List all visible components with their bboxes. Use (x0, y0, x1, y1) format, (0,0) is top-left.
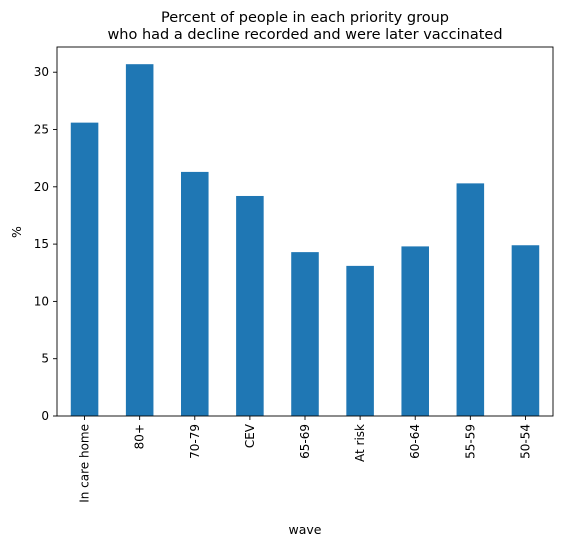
x-tick-label-3: CEV (243, 423, 257, 448)
x-axis: In care home 80+ 70-79 CEV 65-69 At risk 60-64… (78, 416, 532, 503)
bar-8 (511, 245, 540, 416)
bar-7 (456, 183, 485, 416)
x-tick-label-0: In care home (78, 424, 92, 503)
x-tick-label-1: 80+ (133, 424, 147, 449)
x-axis-label: wave (289, 522, 322, 537)
bar-0 (70, 122, 99, 416)
x-tick-label-7: 55-59 (463, 424, 477, 459)
bars-layer (70, 64, 540, 416)
y-tick-label-5: 25 (34, 123, 49, 137)
bar-3 (236, 195, 264, 416)
y-tick-label-3: 15 (34, 237, 49, 251)
bar-5 (346, 265, 374, 416)
bar-6 (401, 246, 429, 416)
y-tick-label-0: 0 (41, 409, 49, 423)
plot-frame (56, 46, 554, 417)
x-tick-label-8: 50-54 (518, 424, 532, 459)
y-tick-label-4: 20 (34, 180, 49, 194)
chart-title-line-2: who had a decline recorded and were late… (107, 27, 502, 43)
x-tick-label-6: 60-64 (408, 424, 422, 459)
x-tick-label-4: 65-69 (298, 424, 312, 459)
x-tick-label-2: 70-79 (188, 424, 202, 459)
y-tick-label-6: 30 (34, 65, 49, 79)
y-axis: 0 5 10 15 20 25 30 (34, 65, 57, 423)
y-tick-label-1: 5 (41, 352, 49, 366)
bar-4 (291, 252, 319, 416)
chart-title-line-1: Percent of people in each priority group (161, 10, 449, 26)
bar-1 (125, 64, 154, 416)
y-axis-label: % (9, 226, 24, 238)
bar-2 (181, 171, 209, 416)
x-tick-label-5: At risk (353, 424, 367, 462)
y-tick-label-2: 10 (34, 294, 49, 308)
